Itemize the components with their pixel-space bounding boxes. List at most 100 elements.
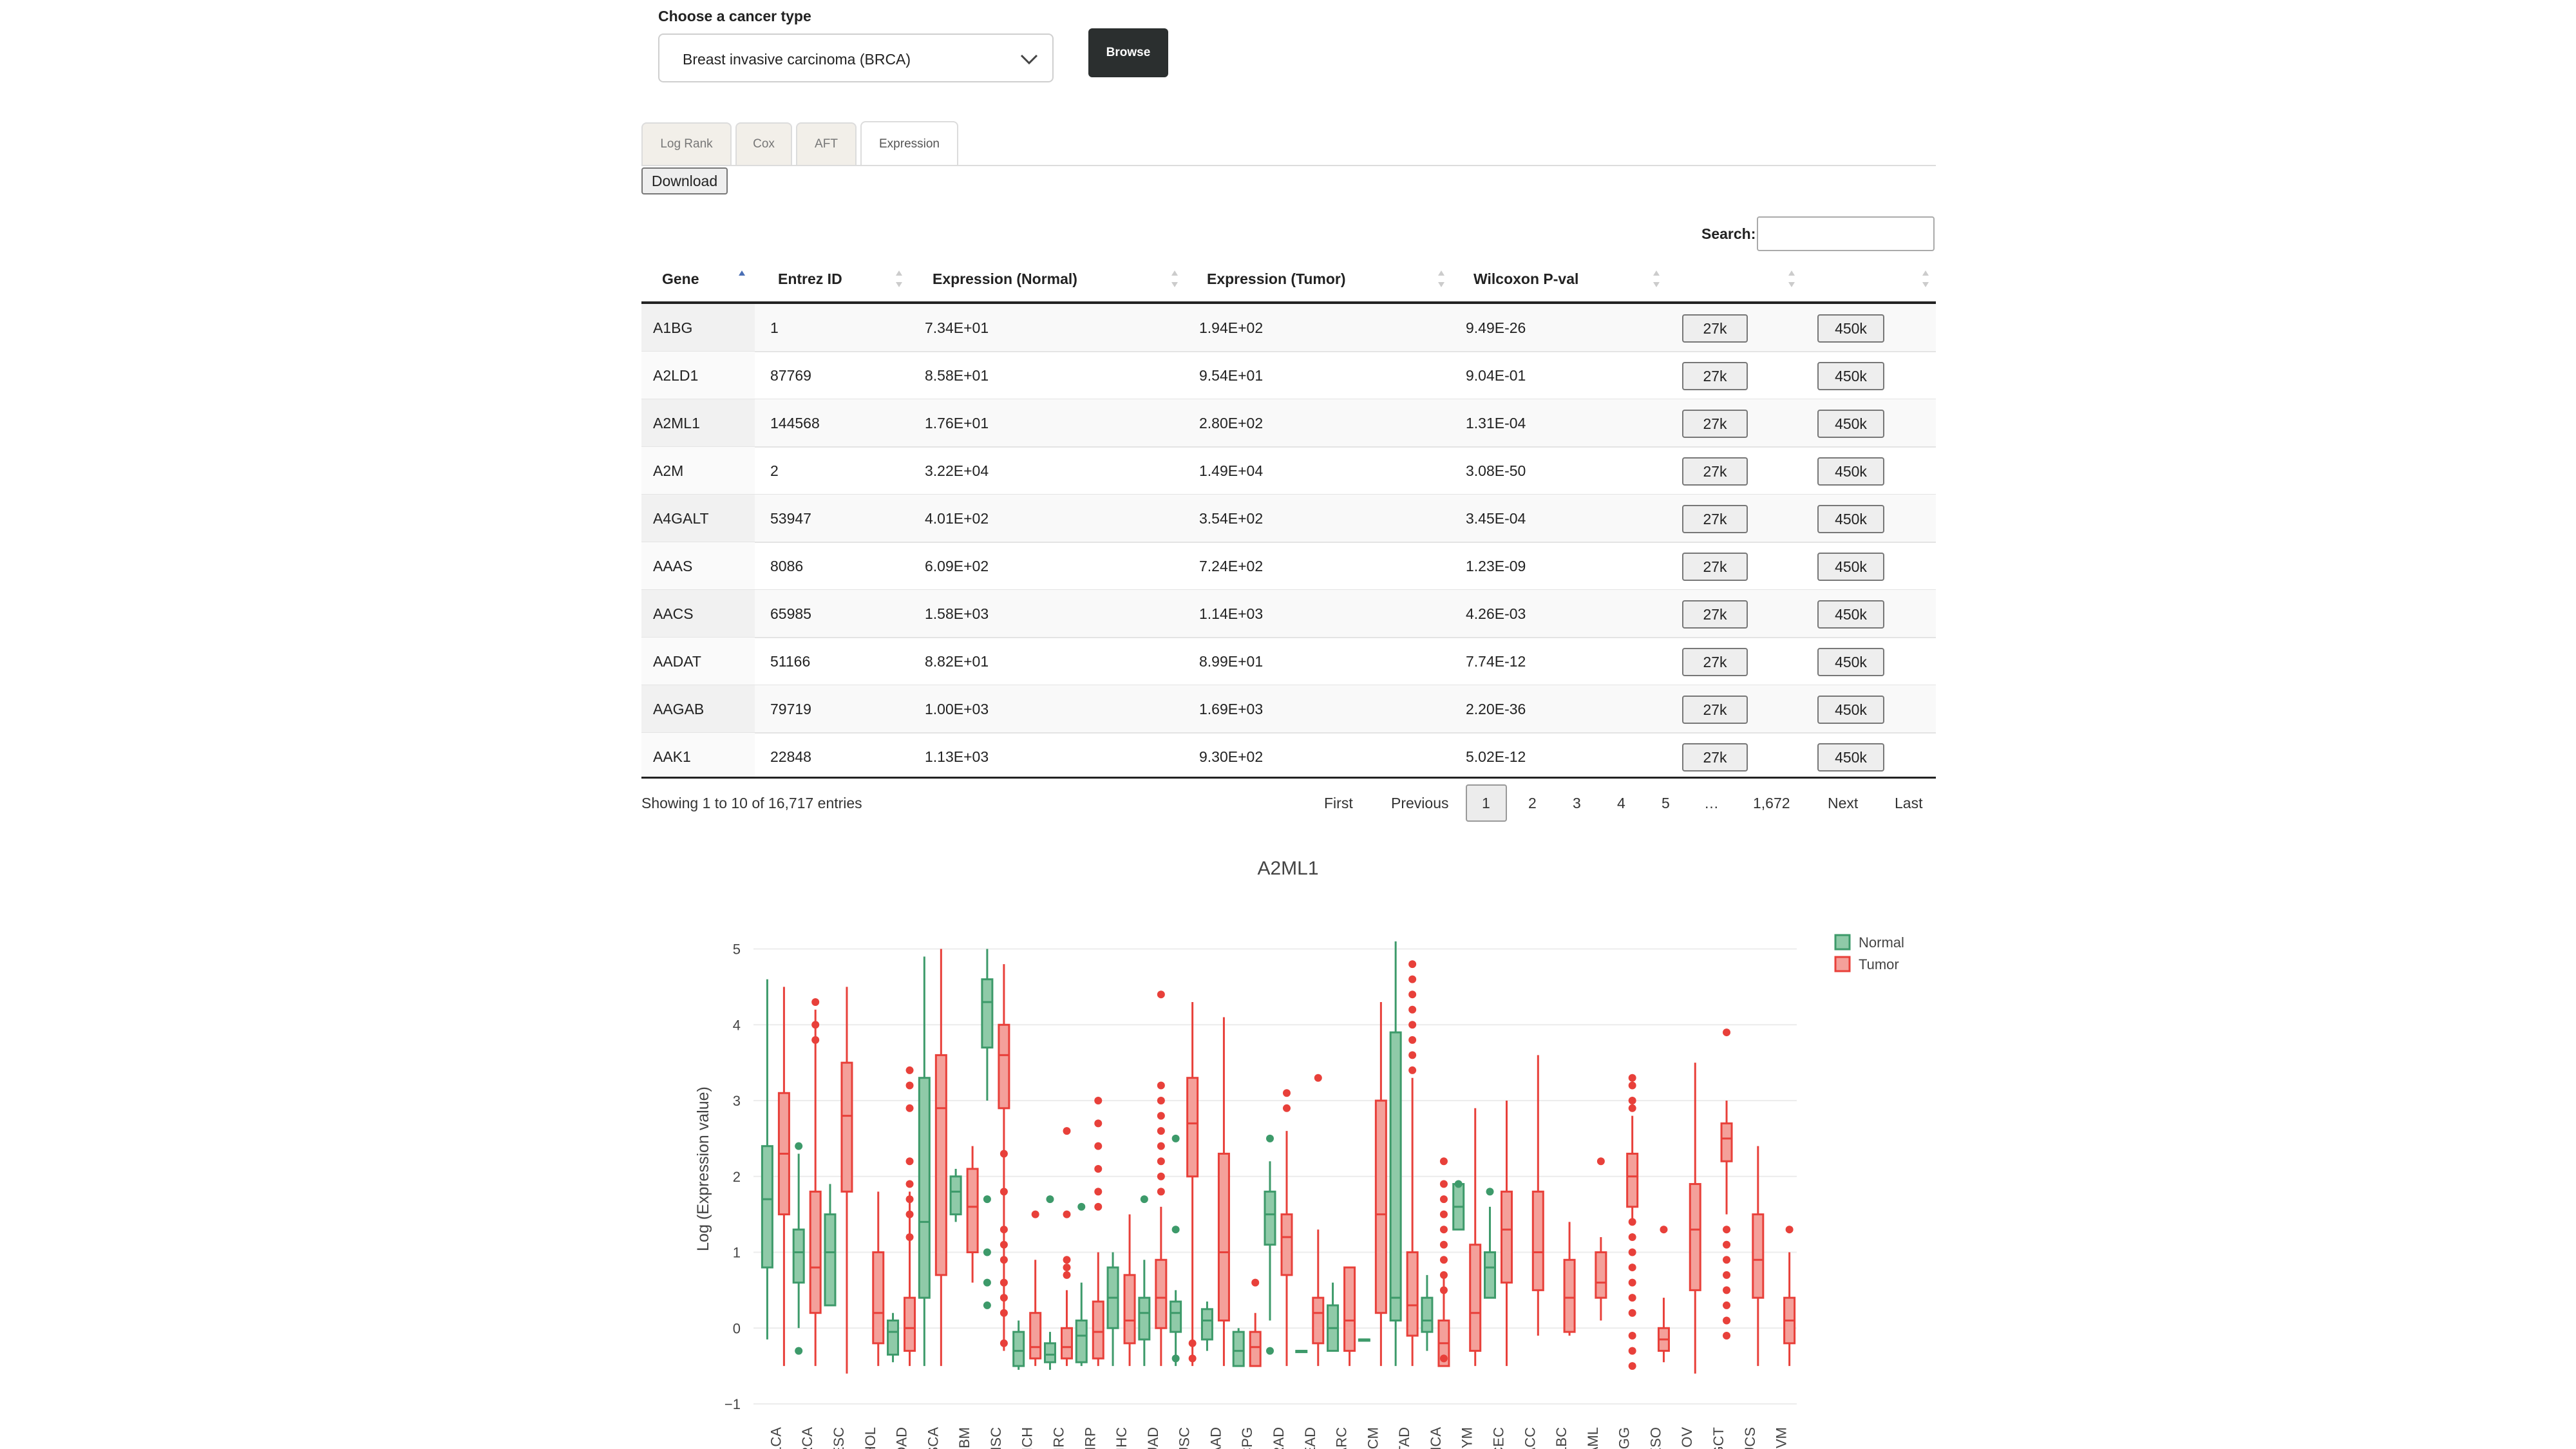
tumor-outlier-point	[999, 1188, 1008, 1196]
normal-box	[918, 1077, 931, 1299]
normal-outlier-point	[1171, 1354, 1180, 1363]
27k-button[interactable]: 27k	[1682, 743, 1748, 772]
x-tick-label: READ	[1302, 1427, 1318, 1449]
450k-button[interactable]: 450k	[1817, 362, 1884, 390]
27k-button[interactable]: 27k	[1682, 648, 1748, 676]
tumor-outlier-point	[1408, 1066, 1417, 1074]
pagination-page-last[interactable]: 1,672	[1753, 795, 1790, 811]
tumor-box	[1720, 1122, 1733, 1162]
pagination-ellipsis: …	[1704, 795, 1719, 811]
tumor-box	[904, 1296, 916, 1352]
tumor-box	[1060, 1327, 1073, 1359]
x-tick-label: UCS	[1742, 1427, 1758, 1449]
tumor-box	[1092, 1300, 1104, 1359]
450k-button[interactable]: 450k	[1817, 410, 1884, 438]
pagination-last[interactable]: Last	[1895, 795, 1923, 811]
tumor-outlier-point	[1596, 1157, 1605, 1166]
450k-button[interactable]: 450k	[1817, 553, 1884, 581]
tab-cox[interactable]: Cox	[735, 122, 792, 165]
column-header-expression-tumor[interactable]: Expression (Tumor)	[1207, 270, 1346, 287]
450k-button[interactable]: 450k	[1817, 600, 1884, 629]
entrez-id: 2	[770, 462, 779, 479]
450k-button[interactable]: 450k	[1817, 314, 1884, 343]
gene-cell	[641, 352, 755, 399]
column-header-expression-normal[interactable]: Expression (Normal)	[933, 270, 1077, 287]
pagination-page-3[interactable]: 3	[1573, 795, 1581, 811]
27k-button[interactable]: 27k	[1682, 553, 1748, 581]
gene-name: AAK1	[653, 748, 691, 765]
tumor-box	[1123, 1274, 1136, 1345]
legend-swatch-normal	[1834, 934, 1851, 951]
tumor-box	[1343, 1266, 1356, 1352]
tumor-outlier-point	[1283, 1089, 1291, 1097]
tumor-outlier-point	[1723, 1286, 1731, 1294]
pagination-current-highlight	[1466, 784, 1507, 822]
pagination-page-1[interactable]: 1	[1482, 795, 1490, 811]
pagination-page-2[interactable]: 2	[1528, 795, 1537, 811]
tumor-box	[1280, 1213, 1293, 1276]
450k-button[interactable]: 450k	[1817, 743, 1884, 772]
tab-log-rank[interactable]: Log Rank	[641, 122, 732, 165]
expression-tumor: 1.14E+03	[1199, 605, 1264, 622]
x-tick-label: ESCA	[925, 1427, 941, 1449]
wilcoxon-pval: 9.04E-01	[1466, 367, 1526, 384]
expression-tumor: 1.69E+03	[1199, 701, 1264, 717]
entrez-id: 51166	[770, 653, 811, 670]
browse-button[interactable]: Browse	[1088, 28, 1168, 77]
y-axis-label: Log (Expression value)	[694, 1086, 712, 1251]
27k-button[interactable]: 27k	[1682, 505, 1748, 533]
tumor-box	[872, 1251, 885, 1345]
27k-button[interactable]: 27k	[1682, 600, 1748, 629]
sort-icon	[1171, 270, 1178, 287]
27k-button[interactable]: 27k	[1682, 314, 1748, 343]
sort-icon	[1438, 270, 1444, 287]
normal-box	[1170, 1300, 1182, 1333]
sort-icon	[1653, 270, 1660, 287]
27k-button[interactable]: 27k	[1682, 696, 1748, 724]
tab-expression[interactable]: Expression	[860, 121, 958, 166]
pagination-page-5[interactable]: 5	[1662, 795, 1670, 811]
cancer-type-select[interactable]: Breast invasive carcinoma (BRCA)	[658, 33, 1054, 82]
download-button[interactable]: Download	[641, 167, 728, 194]
normal-box	[1075, 1319, 1088, 1363]
legend-label-normal: Normal	[1859, 934, 1904, 951]
pagination-next[interactable]: Next	[1828, 795, 1859, 811]
x-tick-label: KIRC	[1050, 1427, 1066, 1449]
450k-button[interactable]: 450k	[1817, 696, 1884, 724]
pagination-page-4[interactable]: 4	[1617, 795, 1625, 811]
tumor-outlier-point	[905, 1157, 914, 1166]
column-header-entrez[interactable]: Entrez ID	[778, 270, 842, 287]
pagination-previous[interactable]: Previous	[1391, 795, 1449, 811]
450k-button[interactable]: 450k	[1817, 648, 1884, 676]
tab-aft[interactable]: AFT	[796, 122, 857, 165]
column-header-wilcoxon[interactable]: Wilcoxon P-val	[1473, 270, 1579, 287]
x-tick-label: PRAD	[1271, 1427, 1287, 1449]
27k-button[interactable]: 27k	[1682, 457, 1748, 486]
legend-label-tumor: Tumor	[1859, 956, 1899, 972]
table-row: A1BG 1 7.34E+01 1.94E+02 9.49E-26 27k 45…	[641, 304, 1936, 352]
pagination-first[interactable]: First	[1324, 795, 1353, 811]
tumor-outlier-point	[1723, 1301, 1731, 1309]
entrez-id: 79719	[770, 701, 811, 717]
search-input[interactable]	[1757, 216, 1935, 251]
gene-cell	[641, 495, 755, 542]
tumor-outlier-point	[1723, 1028, 1731, 1037]
27k-button[interactable]: 27k	[1682, 410, 1748, 438]
tumor-box	[1595, 1251, 1607, 1299]
tumor-outlier-point	[1283, 1104, 1291, 1112]
27k-button[interactable]: 27k	[1682, 362, 1748, 390]
450k-button[interactable]: 450k	[1817, 457, 1884, 486]
tumor-outlier-point	[1628, 1294, 1636, 1302]
y-tick-label: 4	[733, 1017, 741, 1033]
450k-button[interactable]: 450k	[1817, 505, 1884, 533]
column-header-gene[interactable]: Gene	[662, 270, 699, 287]
tumor-outlier-point	[1723, 1226, 1731, 1234]
y-tick-label: 3	[733, 1093, 741, 1109]
normal-box	[981, 978, 994, 1049]
y-tick-label: 5	[733, 942, 741, 958]
tumor-outlier-point	[1157, 1112, 1165, 1120]
normal-outlier-point	[795, 1347, 803, 1355]
tumor-outlier-point	[999, 1294, 1008, 1302]
x-tick-label: SARC	[1334, 1427, 1350, 1449]
tumor-outlier-point	[1157, 1142, 1165, 1150]
